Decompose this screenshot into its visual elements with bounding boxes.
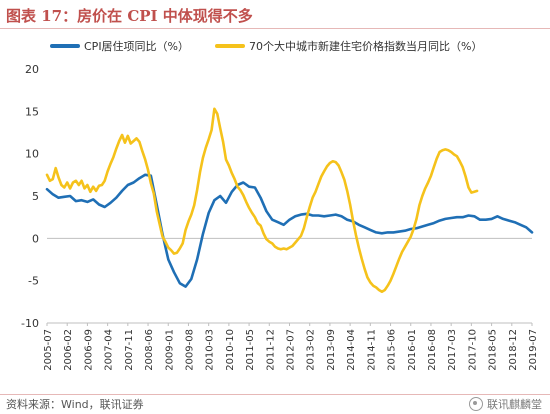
y-tick-label: 10 (25, 148, 39, 161)
title-divider (0, 28, 550, 29)
series-line-cpi-housing (45, 173, 534, 288)
wechat-logo-icon (469, 397, 483, 411)
legend-swatch-70-city (215, 44, 245, 48)
x-tick-label: 2019-07 (528, 329, 539, 371)
source-divider (0, 394, 550, 395)
x-tick-label: 2014-11 (366, 329, 377, 371)
x-tick-label: 2009-01 (164, 329, 175, 371)
x-tick-label: 2017-10 (467, 329, 478, 371)
x-tick-label: 2018-12 (508, 329, 519, 371)
x-tick-label: 2013-02 (306, 329, 317, 371)
y-tick-label: -5 (28, 275, 39, 288)
x-tick-label: 2015-06 (387, 329, 398, 371)
x-tick-label: 2016-01 (407, 329, 418, 371)
x-tick-label: 2009-08 (184, 329, 195, 371)
x-tick-label: 2008-06 (144, 329, 155, 371)
x-tick-label: 2007-04 (104, 329, 115, 371)
x-tick-label: 2005-07 (43, 329, 54, 371)
x-tick-label: 2018-05 (488, 329, 499, 371)
y-tick-label: 15 (25, 105, 39, 118)
legend-swatch-cpi-housing (50, 44, 80, 48)
chart-series (45, 107, 534, 293)
legend-item-70-city: 70个大中城市新建住宅价格指数当月同比（%） (215, 38, 482, 54)
y-tick-label: 5 (32, 190, 39, 203)
x-tick-label: 2007-11 (124, 329, 135, 371)
x-tick-label: 2010-10 (225, 329, 236, 371)
figure-title: 图表 17：房价在 CPI 中体现得不多 (6, 7, 253, 25)
watermark-text: 联讯麒麟堂 (487, 398, 542, 411)
x-tick-label: 2012-07 (286, 329, 297, 371)
y-tick-label: 0 (32, 232, 39, 245)
y-tick-label: -10 (21, 317, 39, 330)
source-note: 资料来源：Wind，联讯证券 (6, 398, 144, 411)
legend-label-cpi-housing: CPI居住项同比（%） (84, 40, 190, 53)
x-tick-label: 2014-04 (346, 329, 357, 371)
x-tick-label: 2011-12 (265, 329, 276, 371)
watermark: 联讯麒麟堂 (469, 396, 542, 412)
x-tick-label: 2006-09 (83, 329, 94, 371)
x-tick-label: 2006-02 (63, 329, 74, 371)
x-tick-label: 2011-05 (245, 329, 256, 371)
x-tick-label: 2017-03 (447, 329, 458, 371)
legend-item-cpi-housing: CPI居住项同比（%） (50, 38, 189, 54)
series-line-70-city (45, 107, 479, 293)
x-tick-label: 2016-08 (427, 329, 438, 371)
x-tick-label: 2013-09 (326, 329, 337, 371)
x-tick-label: 2010-03 (205, 329, 216, 371)
chart-axes: -10 -5 0 5 10 15 20 2005-07 2006-02 2006-09 2007-0… (21, 63, 539, 371)
legend-label-70-city: 70个大中城市新建住宅价格指数当月同比（%） (249, 40, 483, 53)
y-tick-label: 20 (25, 63, 39, 76)
